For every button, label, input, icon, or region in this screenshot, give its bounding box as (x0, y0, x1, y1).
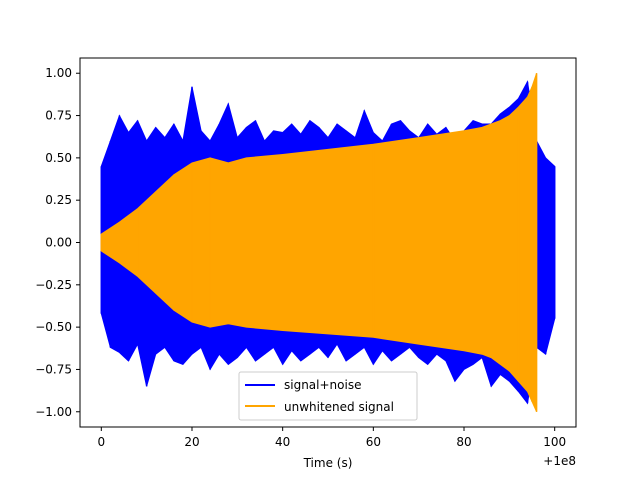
x-axis: 0 20 40 60 80 100 (97, 427, 566, 449)
series-layer (100, 73, 556, 413)
x-tick-label: 60 (366, 435, 381, 449)
y-tick-label: −1.00 (35, 405, 72, 419)
series-envelope-unwhitened-signal (100, 73, 538, 413)
y-tick-label: 0.50 (45, 151, 72, 165)
x-tick-label: 80 (456, 435, 471, 449)
legend-label-unwhitened-signal: unwhitened signal (284, 400, 394, 414)
legend: signal+noise unwhitened signal (238, 371, 418, 421)
y-tick-label: 0.75 (45, 109, 72, 123)
y-axis: −1.00 −0.75 −0.50 −0.25 0.00 0.25 0.50 0.75 1.00 (35, 66, 80, 419)
x-axis-label: Time (s) (303, 456, 353, 470)
y-tick-label: 0.00 (45, 236, 72, 250)
series-unwhitened-signal (100, 73, 538, 413)
y-tick-label: −0.75 (35, 362, 72, 376)
y-tick-label: 1.00 (45, 66, 72, 80)
y-tick-label: −0.50 (35, 320, 72, 334)
x-axis-offset-label: +1e8 (543, 454, 576, 468)
x-tick-label: 40 (275, 435, 290, 449)
y-tick-label: −0.25 (35, 278, 72, 292)
x-tick-label: 100 (543, 435, 566, 449)
y-tick-label: 0.25 (45, 193, 72, 207)
x-tick-label: 20 (184, 435, 199, 449)
legend-frame (238, 371, 418, 421)
x-tick-label: 0 (97, 435, 105, 449)
legend-label-signal-noise: signal+noise (284, 378, 361, 392)
